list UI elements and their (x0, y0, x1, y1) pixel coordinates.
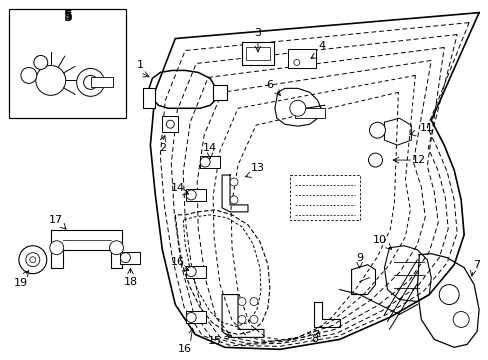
Circle shape (109, 241, 123, 255)
Text: 1: 1 (137, 60, 143, 71)
Text: 5: 5 (64, 11, 73, 24)
Text: 14: 14 (171, 183, 185, 193)
Bar (186, 189, 206, 201)
Bar (186, 311, 206, 323)
Text: 4: 4 (318, 41, 325, 50)
Text: 6: 6 (266, 80, 273, 90)
Circle shape (289, 100, 305, 116)
Text: 5: 5 (64, 9, 73, 22)
Bar (120, 252, 140, 264)
Circle shape (120, 253, 130, 263)
Circle shape (19, 246, 47, 274)
Circle shape (229, 196, 238, 204)
Text: 7: 7 (472, 260, 480, 270)
Text: 16: 16 (171, 257, 185, 267)
Bar (213, 85, 226, 100)
Bar (294, 108, 324, 118)
Circle shape (238, 298, 245, 306)
Circle shape (34, 55, 48, 69)
Text: 2: 2 (159, 143, 165, 153)
Circle shape (249, 315, 258, 323)
Bar (242, 41, 273, 66)
Text: 11: 11 (419, 123, 433, 133)
Text: 12: 12 (411, 155, 426, 165)
Text: 17: 17 (49, 215, 62, 225)
Circle shape (30, 257, 36, 263)
Circle shape (26, 253, 40, 267)
Circle shape (238, 315, 245, 323)
Circle shape (77, 68, 104, 96)
Circle shape (21, 67, 37, 84)
Bar (287, 49, 315, 68)
Circle shape (229, 178, 238, 186)
Text: 9: 9 (355, 253, 363, 263)
Circle shape (50, 241, 63, 255)
Text: 18: 18 (123, 276, 137, 287)
Circle shape (186, 190, 196, 200)
Circle shape (249, 298, 258, 306)
Text: 8: 8 (310, 334, 318, 345)
Circle shape (452, 311, 468, 328)
Circle shape (293, 59, 299, 66)
Circle shape (369, 122, 385, 138)
Text: 19: 19 (14, 278, 28, 288)
Circle shape (186, 312, 196, 323)
Bar (186, 266, 206, 278)
Text: 13: 13 (250, 163, 264, 173)
Bar (162, 116, 178, 132)
Bar (9, 9, 126, 118)
Bar (143, 88, 155, 108)
Text: 14: 14 (203, 143, 217, 153)
Bar (200, 156, 220, 168)
Circle shape (186, 267, 196, 276)
Circle shape (200, 157, 210, 167)
Text: 3: 3 (254, 28, 261, 37)
Circle shape (438, 285, 458, 305)
Text: 10: 10 (372, 235, 386, 245)
Circle shape (83, 75, 98, 89)
Circle shape (36, 66, 65, 95)
Text: 16: 16 (178, 345, 192, 354)
Bar (245, 46, 269, 60)
Bar (90, 77, 112, 87)
Text: 15: 15 (208, 336, 222, 346)
Circle shape (166, 120, 174, 128)
Circle shape (368, 153, 382, 167)
